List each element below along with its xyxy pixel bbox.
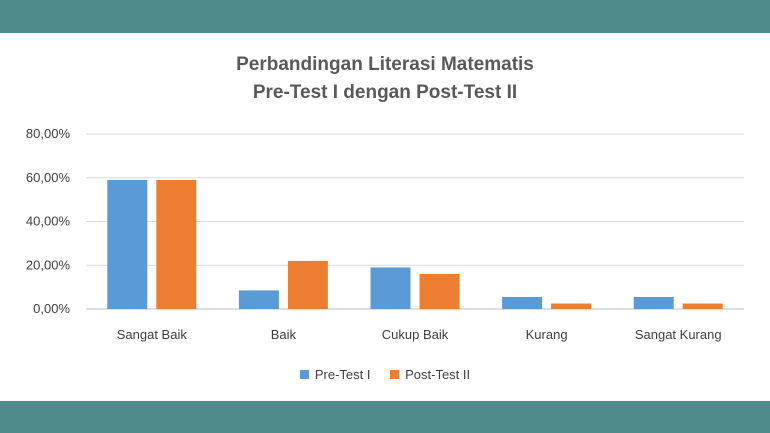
chart-card: Perbandingan Literasi Matematis Pre-Test… — [0, 33, 770, 401]
legend-item-pre-test: Pre-Test I — [299, 367, 371, 382]
y-tick-label: 60,00% — [26, 170, 71, 185]
bar-pre-test — [370, 267, 411, 309]
bar-post-test — [551, 303, 592, 309]
bar-pre-test — [107, 179, 148, 309]
bar-chart-plot: 0,00% 20,00% 40,00% 60,00% 80,00% Sangat Baik… — [26, 126, 744, 342]
chart-title: Perbandingan Literasi Matematis Pre-Test… — [0, 51, 770, 107]
legend-item-post-test: Post-Test II — [390, 367, 470, 382]
legend-label-pre-test: Pre-Test I — [314, 367, 371, 382]
bar-post-test — [156, 179, 197, 309]
bar-post-test — [287, 260, 328, 309]
bar-post-test — [682, 303, 723, 309]
chart-title-line-1: Perbandingan Literasi Matematis — [236, 54, 534, 75]
chart-legend: Pre-Test I Post-Test II — [0, 367, 770, 382]
y-tick-label: 40,00% — [26, 214, 71, 229]
bar-pre-test — [238, 290, 279, 309]
legend-swatch-post-test — [390, 370, 400, 379]
legend-swatch-pre-test — [299, 370, 309, 379]
bar-post-test — [419, 274, 460, 309]
x-tick-label: Cukup Baik — [382, 327, 449, 342]
bar-pre-test — [633, 296, 674, 309]
x-tick-label: Baik — [271, 327, 297, 342]
y-tick-label: 80,00% — [26, 126, 71, 141]
x-tick-label: Sangat Baik — [117, 327, 188, 342]
y-tick-label: 20,00% — [26, 257, 71, 272]
x-tick-label: Sangat Kurang — [635, 327, 722, 342]
y-tick-label: 0,00% — [33, 301, 70, 316]
chart-title-line-2: Pre-Test I dengan Post-Test II — [252, 82, 518, 103]
bar-pre-test — [502, 296, 543, 309]
x-tick-label: Kurang — [526, 327, 568, 342]
legend-label-post-test: Post-Test II — [405, 367, 471, 382]
